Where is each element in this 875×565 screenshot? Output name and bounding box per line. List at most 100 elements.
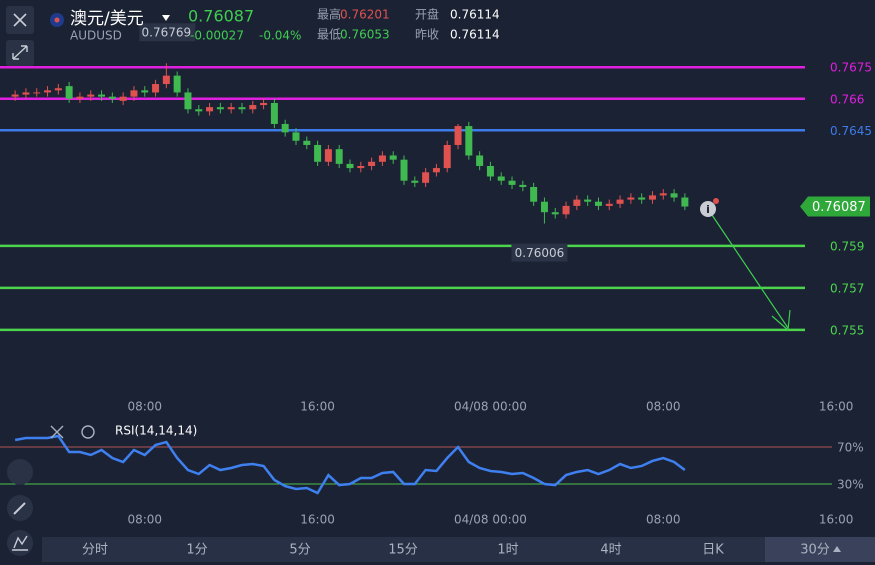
symbol: AUDUSD bbox=[70, 29, 122, 43]
candle-body bbox=[497, 176, 505, 181]
candle-body bbox=[605, 203, 613, 206]
timeframe[interactable]: 日K bbox=[702, 543, 724, 558]
candle-body bbox=[508, 180, 516, 185]
timeframe[interactable]: 1时 bbox=[497, 543, 518, 558]
candle-body bbox=[368, 161, 376, 166]
plot: 08:00 16:00 04/08 00:00 08:00 16:00 0.7675 0.7… bbox=[0, 23, 872, 527]
candle-body bbox=[432, 168, 440, 173]
candle-body bbox=[281, 123, 289, 133]
level-label: 0.759 bbox=[830, 239, 864, 253]
timeframe[interactable]: 15分 bbox=[388, 543, 418, 558]
candle-body bbox=[216, 107, 224, 110]
candle-body bbox=[681, 197, 689, 207]
candle-body bbox=[173, 75, 181, 93]
stat-label: 最低 bbox=[317, 28, 341, 42]
candle-body bbox=[422, 172, 430, 183]
candle-body bbox=[130, 90, 138, 97]
candle-body bbox=[594, 201, 602, 206]
timeframe-bar bbox=[42, 537, 875, 562]
selected-timeframe[interactable]: 30分 bbox=[800, 543, 830, 558]
stat-label: 昨收 bbox=[415, 28, 439, 42]
x-tick-label: 04/08 00:00 bbox=[454, 513, 527, 527]
rsi-title: RSI(14,14,14) bbox=[115, 424, 197, 438]
candle-body bbox=[465, 126, 473, 156]
flag-mark bbox=[54, 17, 60, 23]
y-tick-label: 70% bbox=[837, 441, 864, 455]
instrument-name[interactable]: 澳元/美元 bbox=[70, 9, 144, 29]
stat-value: 0.76114 bbox=[450, 8, 500, 22]
candle-body bbox=[616, 199, 624, 204]
level-label-box bbox=[805, 88, 863, 109]
candle-body bbox=[551, 212, 559, 215]
candle-body bbox=[238, 107, 246, 110]
arrow-head bbox=[771, 309, 791, 332]
candle-body bbox=[303, 140, 311, 145]
candle-body bbox=[335, 149, 343, 164]
high-label-box bbox=[139, 23, 196, 42]
timeframe[interactable]: 4时 bbox=[600, 543, 621, 558]
candle-body bbox=[33, 92, 41, 94]
pen-icon bbox=[13, 502, 26, 515]
x-tick-label: 08:00 bbox=[127, 400, 162, 414]
candle-body bbox=[292, 132, 300, 141]
candle-body bbox=[378, 155, 386, 162]
indicator-tool[interactable] bbox=[7, 459, 33, 485]
timeframe[interactable]: 分时 bbox=[82, 543, 108, 558]
x-tick-label: 16:00 bbox=[300, 513, 335, 527]
timeframe[interactable]: 1分 bbox=[186, 543, 207, 558]
stat-value: 0.76201 bbox=[340, 8, 390, 22]
candle-body bbox=[152, 84, 160, 93]
candle-body bbox=[270, 102, 278, 124]
candle-body bbox=[119, 96, 127, 101]
level-label-box bbox=[805, 120, 863, 141]
x-tick-label: 08:00 bbox=[646, 513, 681, 527]
candle-body bbox=[98, 94, 106, 97]
timeframe[interactable]: 5分 bbox=[289, 543, 310, 558]
x-tick-label: 08:00 bbox=[127, 513, 162, 527]
info-dot bbox=[713, 198, 719, 204]
selected-timeframe-box[interactable] bbox=[765, 537, 875, 562]
rsi-settings[interactable] bbox=[81, 425, 95, 439]
stat-value: 0.76114 bbox=[450, 28, 500, 42]
high-label: 0.76769 bbox=[142, 26, 192, 40]
info-glyph: i bbox=[706, 203, 710, 216]
level-label-box bbox=[805, 57, 863, 78]
low-label-box bbox=[511, 243, 568, 262]
x-tick-label: 08:00 bbox=[646, 400, 681, 414]
candle-body bbox=[486, 165, 494, 177]
candle-body bbox=[141, 90, 149, 93]
candle-body bbox=[108, 96, 116, 99]
candle-body bbox=[638, 197, 646, 200]
rsi-line bbox=[14, 434, 686, 495]
level-label: 0.7645 bbox=[830, 124, 872, 138]
price-tag-label: 0.76087 bbox=[812, 200, 866, 215]
candle-body bbox=[530, 186, 538, 202]
dropdown-caret[interactable] bbox=[162, 15, 170, 21]
candle-body bbox=[476, 155, 484, 166]
info-icon[interactable] bbox=[700, 201, 716, 217]
level-label: 0.766 bbox=[830, 92, 864, 106]
candle-body bbox=[44, 90, 52, 93]
x-tick-label: 16:00 bbox=[300, 400, 335, 414]
candle-body bbox=[249, 105, 257, 110]
candle-body bbox=[659, 193, 667, 196]
rsi-close[interactable] bbox=[50, 425, 64, 439]
stat-label: 最高 bbox=[317, 7, 341, 22]
candle-body bbox=[540, 201, 548, 213]
level-label-box bbox=[805, 277, 863, 298]
candle-body bbox=[443, 144, 451, 169]
candle-body bbox=[670, 193, 678, 198]
x-tick-label: 16:00 bbox=[819, 400, 854, 414]
level-label-box bbox=[805, 235, 863, 256]
candle-body bbox=[357, 165, 365, 169]
stat-value: 0.76053 bbox=[340, 28, 390, 42]
timeframes: 分时 1分 5分 15分 1时 4时 日K bbox=[82, 543, 724, 558]
x-tick-label: 16:00 bbox=[819, 513, 854, 527]
candle-body bbox=[206, 107, 214, 112]
chart-tool[interactable] bbox=[7, 530, 33, 556]
candle-body bbox=[573, 199, 581, 206]
candle-body bbox=[519, 184, 527, 187]
